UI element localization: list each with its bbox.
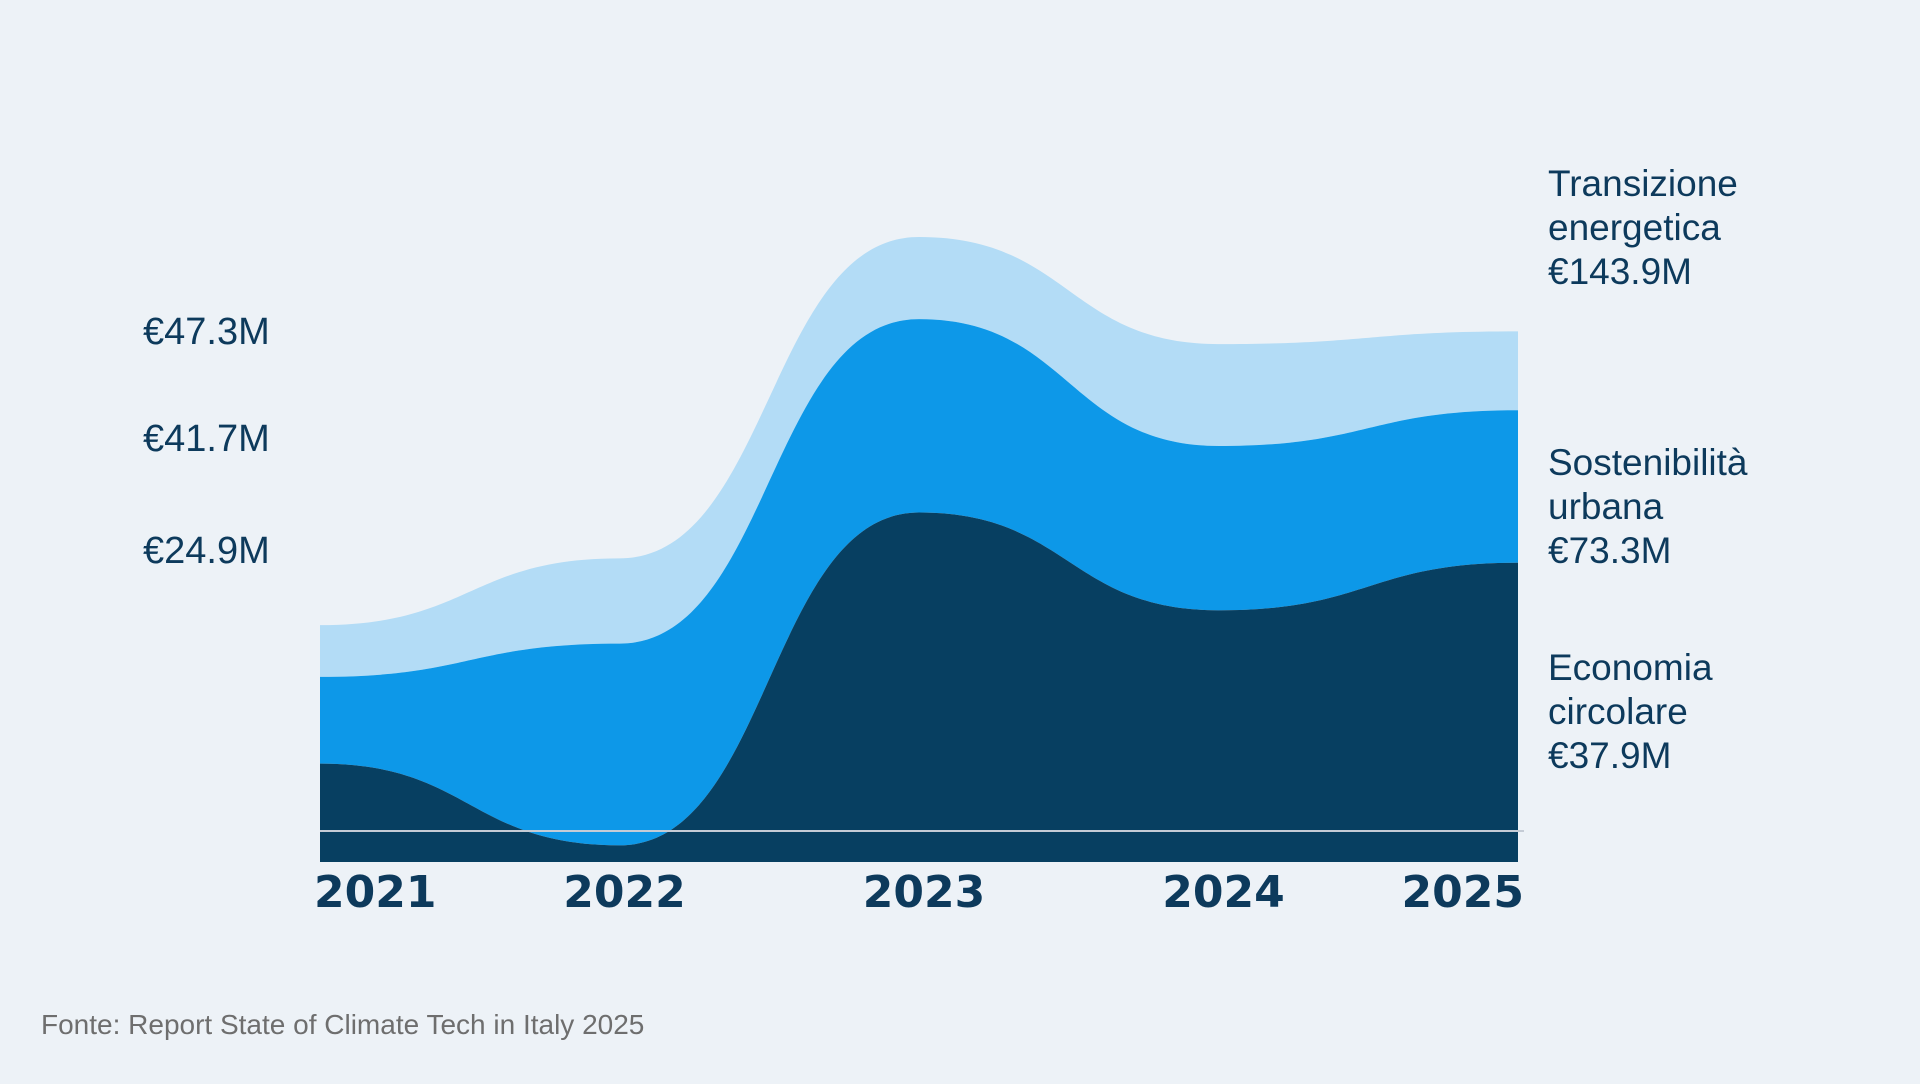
start-value-labels: €47.3M €41.7M €24.9M	[143, 311, 270, 572]
x-tick-label: 2021	[314, 867, 436, 918]
x-tick-labels: 2021 2022 2023 2024 2025	[314, 867, 1524, 918]
area-economia-circolare	[320, 236, 1518, 677]
area-transizione-energetica	[320, 512, 1518, 862]
start-value-label: €24.9M	[143, 530, 270, 572]
start-value-label: €47.3M	[143, 311, 270, 353]
source-note: Fonte: Report State of Climate Tech in I…	[41, 1009, 644, 1040]
x-tick-label: 2024	[1162, 867, 1284, 918]
x-tick-label: 2025	[1402, 867, 1524, 918]
series-end-label: Economia circolare €37.9M	[1548, 647, 1713, 776]
start-value-label: €41.7M	[143, 418, 270, 460]
x-tick-label: 2023	[863, 867, 985, 918]
chart-areas	[320, 236, 1518, 862]
series-end-label: Transizione energetica €143.9M	[1548, 163, 1738, 292]
x-tick-label: 2022	[563, 867, 685, 918]
series-end-labels: Transizione energetica €143.9M Sostenibilit…	[1548, 163, 1748, 776]
area-sostenibilita-urbana	[320, 319, 1518, 846]
series-end-label: Sostenibilità urbana €73.3M	[1548, 442, 1748, 571]
